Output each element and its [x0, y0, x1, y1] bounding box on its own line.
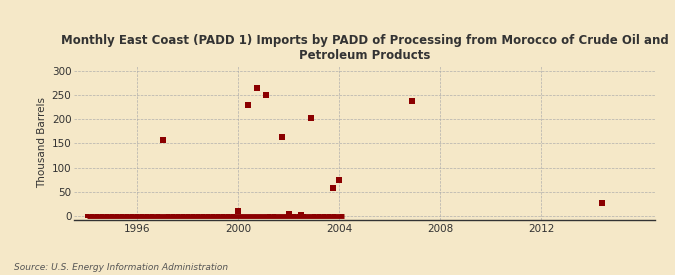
- Point: [277, 135, 288, 139]
- Point: [298, 214, 309, 218]
- Point: [97, 214, 107, 218]
- Point: [308, 214, 319, 218]
- Point: [319, 214, 329, 218]
- Point: [329, 214, 340, 218]
- Point: [268, 214, 279, 218]
- Point: [122, 214, 133, 218]
- Point: [284, 211, 294, 216]
- Point: [147, 214, 158, 218]
- Point: [218, 214, 229, 218]
- Point: [228, 214, 239, 218]
- Point: [132, 214, 142, 218]
- Point: [162, 214, 173, 218]
- Point: [263, 214, 274, 218]
- Point: [296, 213, 307, 217]
- Point: [198, 214, 209, 218]
- Point: [252, 86, 263, 90]
- Text: Source: U.S. Energy Information Administration: Source: U.S. Energy Information Administ…: [14, 263, 227, 272]
- Point: [192, 214, 203, 218]
- Title: Monthly East Coast (PADD 1) Imports by PADD of Processing from Morocco of Crude : Monthly East Coast (PADD 1) Imports by P…: [61, 34, 668, 62]
- Point: [288, 214, 299, 218]
- Point: [142, 214, 153, 218]
- Point: [213, 214, 223, 218]
- Point: [82, 214, 92, 218]
- Point: [596, 200, 607, 205]
- Point: [243, 103, 254, 108]
- Point: [327, 186, 338, 190]
- Point: [107, 214, 117, 218]
- Point: [167, 214, 178, 218]
- Point: [407, 99, 418, 103]
- Point: [334, 178, 345, 182]
- Point: [102, 214, 113, 218]
- Point: [306, 116, 317, 120]
- Point: [152, 214, 163, 218]
- Point: [117, 214, 128, 218]
- Point: [294, 214, 304, 218]
- Point: [127, 214, 138, 218]
- Point: [172, 214, 183, 218]
- Point: [178, 214, 188, 218]
- Point: [202, 214, 213, 218]
- Point: [233, 209, 244, 213]
- Point: [92, 214, 103, 218]
- Point: [324, 214, 335, 218]
- Y-axis label: Thousand Barrels: Thousand Barrels: [38, 98, 47, 188]
- Point: [157, 138, 168, 142]
- Point: [137, 214, 148, 218]
- Point: [112, 214, 123, 218]
- Point: [314, 214, 325, 218]
- Point: [336, 214, 347, 218]
- Point: [188, 214, 198, 218]
- Point: [86, 214, 97, 218]
- Point: [208, 214, 219, 218]
- Point: [182, 214, 193, 218]
- Point: [261, 93, 271, 97]
- Point: [223, 214, 234, 218]
